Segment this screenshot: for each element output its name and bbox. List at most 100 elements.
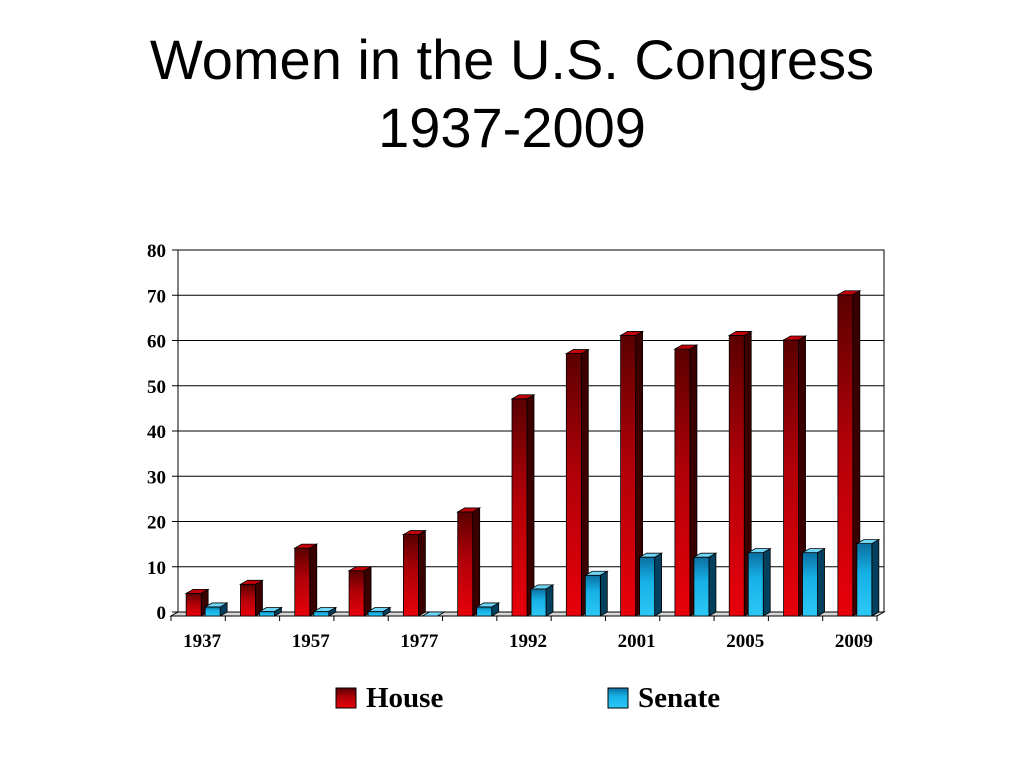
y-tick-label: 50 bbox=[147, 377, 166, 398]
bar-senate-top bbox=[203, 602, 229, 608]
x-tick-label: 1957 bbox=[292, 631, 331, 652]
bar-senate bbox=[801, 547, 827, 617]
bar-house-front bbox=[565, 353, 582, 617]
bar-senate-top bbox=[801, 548, 827, 554]
bar-house-front bbox=[511, 398, 528, 617]
bar-senate-front bbox=[259, 611, 275, 617]
bar-house-front bbox=[783, 339, 799, 617]
bar-senate-top bbox=[692, 552, 718, 558]
bar-house-front bbox=[620, 335, 637, 617]
title-line-1: Women in the U.S. Congress bbox=[149, 28, 875, 91]
bar-senate bbox=[420, 611, 446, 617]
y-tick-label: 40 bbox=[147, 422, 166, 443]
bar-house-top bbox=[238, 579, 264, 585]
x-tick-label: 2001 bbox=[618, 631, 656, 652]
bar-senate-side bbox=[654, 552, 663, 617]
bar-senate-top bbox=[583, 570, 609, 576]
bar-house-top bbox=[347, 566, 373, 572]
bar-house bbox=[782, 335, 808, 617]
bar-senate bbox=[746, 547, 772, 617]
bar-house-top bbox=[293, 543, 319, 549]
bar-house-front bbox=[457, 511, 474, 617]
bar-senate-side bbox=[817, 547, 825, 617]
bar-house-top bbox=[510, 394, 536, 400]
slide-title: Women in the U.S. Congress 1937-2009 bbox=[0, 26, 1024, 162]
bar-senate-top bbox=[366, 607, 392, 612]
bar-house-front bbox=[402, 534, 419, 617]
bar-house-front bbox=[294, 547, 311, 617]
bar-senate-top bbox=[529, 584, 555, 590]
bar-house-front bbox=[674, 348, 691, 617]
bar-house bbox=[673, 344, 699, 617]
bar-senate bbox=[257, 606, 283, 617]
bar-senate bbox=[529, 584, 555, 617]
x-tick-label: 1937 bbox=[183, 631, 222, 652]
bar-house-top bbox=[619, 331, 645, 336]
y-tick-label: 20 bbox=[147, 513, 166, 534]
bar-house-front bbox=[348, 570, 365, 617]
bar-senate bbox=[203, 602, 229, 617]
bar-senate-side bbox=[871, 538, 880, 617]
bar-house-top bbox=[727, 331, 753, 336]
title-line-2: 1937-2009 bbox=[378, 96, 646, 159]
y-tick-label: 60 bbox=[147, 332, 166, 353]
bar-senate-side bbox=[599, 570, 608, 617]
y-tick-label: 10 bbox=[147, 558, 166, 579]
x-tick-label: 2005 bbox=[726, 631, 764, 652]
bar-senate-front bbox=[747, 552, 764, 617]
bar-house-front bbox=[240, 583, 256, 617]
bar-senate bbox=[638, 552, 664, 617]
bar-senate-front bbox=[313, 611, 330, 617]
bar-house-front bbox=[837, 294, 854, 617]
bar-senate-front bbox=[802, 552, 818, 617]
bar-house bbox=[293, 543, 319, 617]
bar-house-top bbox=[782, 335, 808, 341]
bar-senate-top bbox=[420, 611, 446, 617]
bar-house bbox=[401, 529, 427, 617]
bar-senate-side bbox=[708, 552, 717, 617]
bar-senate bbox=[855, 538, 881, 617]
bar-house-top bbox=[564, 349, 590, 354]
bar-senate-top bbox=[312, 607, 338, 612]
bar-senate-side bbox=[762, 547, 771, 617]
bar-senate-front bbox=[639, 556, 656, 617]
bar-house bbox=[510, 394, 536, 617]
bar-senate bbox=[692, 552, 718, 617]
bar-senate-top bbox=[638, 552, 664, 558]
bar-house bbox=[727, 330, 753, 617]
bar-senate-top bbox=[855, 539, 881, 544]
bar-house-side bbox=[526, 394, 535, 617]
legend-house-swatch bbox=[335, 687, 357, 709]
bar-senate-front bbox=[856, 543, 873, 617]
y-tick-label: 80 bbox=[147, 241, 166, 262]
bar-senate-front bbox=[693, 556, 710, 617]
bar-senate bbox=[312, 606, 338, 617]
bar-senate bbox=[583, 570, 609, 617]
legend-house-label: House bbox=[366, 682, 443, 714]
bar-house bbox=[347, 566, 373, 617]
bar-house-top bbox=[456, 507, 482, 513]
x-tick-label: 2009 bbox=[835, 631, 873, 652]
bar-senate-top bbox=[475, 602, 501, 608]
bar-house bbox=[238, 579, 264, 617]
bar-house bbox=[619, 330, 645, 617]
y-tick-label: 0 bbox=[157, 603, 167, 624]
bar-senate-front bbox=[367, 611, 384, 617]
bar-senate-side bbox=[545, 584, 554, 617]
bar-senate-front bbox=[530, 588, 547, 617]
bar-house-front bbox=[185, 592, 202, 617]
y-tick-label: 70 bbox=[147, 286, 166, 307]
bar-house-side bbox=[363, 566, 372, 617]
bar-senate-top bbox=[257, 607, 283, 612]
x-tick-label: 1992 bbox=[509, 631, 547, 652]
legend-senate-label: Senate bbox=[638, 682, 720, 714]
y-tick-label: 30 bbox=[147, 467, 166, 488]
bar-house-top bbox=[836, 290, 862, 296]
x-tick-label: 1977 bbox=[400, 631, 439, 652]
legend-senate-swatch bbox=[607, 687, 629, 709]
bar-house bbox=[456, 507, 482, 617]
bar-house-side bbox=[472, 507, 481, 617]
bar-senate bbox=[366, 606, 392, 617]
bar-senate-front bbox=[204, 606, 221, 617]
